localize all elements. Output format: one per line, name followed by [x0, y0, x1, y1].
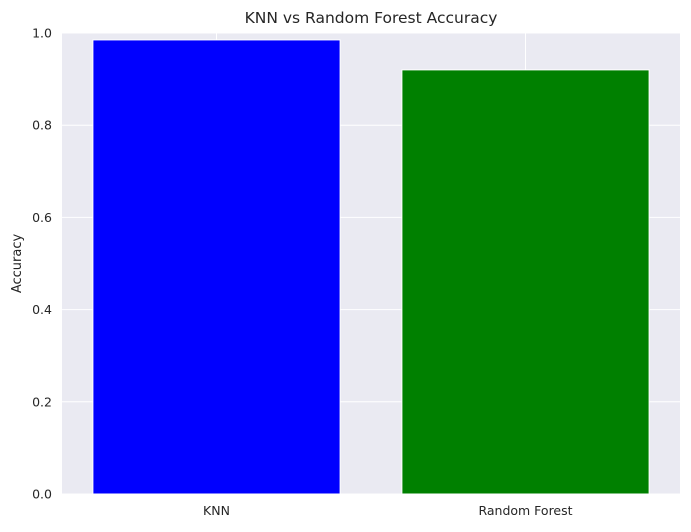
y-tick-label: 0.8 [32, 118, 52, 133]
y-axis-label: Accuracy [10, 234, 25, 294]
y-tick-label: 0.2 [32, 394, 52, 409]
x-tick-label: Random Forest [478, 503, 572, 518]
y-tick-label: 0.4 [32, 302, 52, 317]
bar-knn [92, 39, 341, 495]
x-axis-ticks: KNN Random Forest [203, 503, 573, 518]
y-tick-label: 0.6 [32, 210, 52, 225]
y-tick-label: 1.0 [32, 26, 52, 41]
x-tick-label: KNN [203, 503, 230, 518]
bar-random-forest [401, 69, 650, 495]
chart-title: KNN vs Random Forest Accuracy [245, 9, 498, 27]
bars [92, 39, 650, 495]
y-tick-label: 0.0 [32, 487, 52, 502]
y-axis-ticks: 0.0 0.2 0.4 0.6 0.8 1.0 [32, 26, 52, 502]
